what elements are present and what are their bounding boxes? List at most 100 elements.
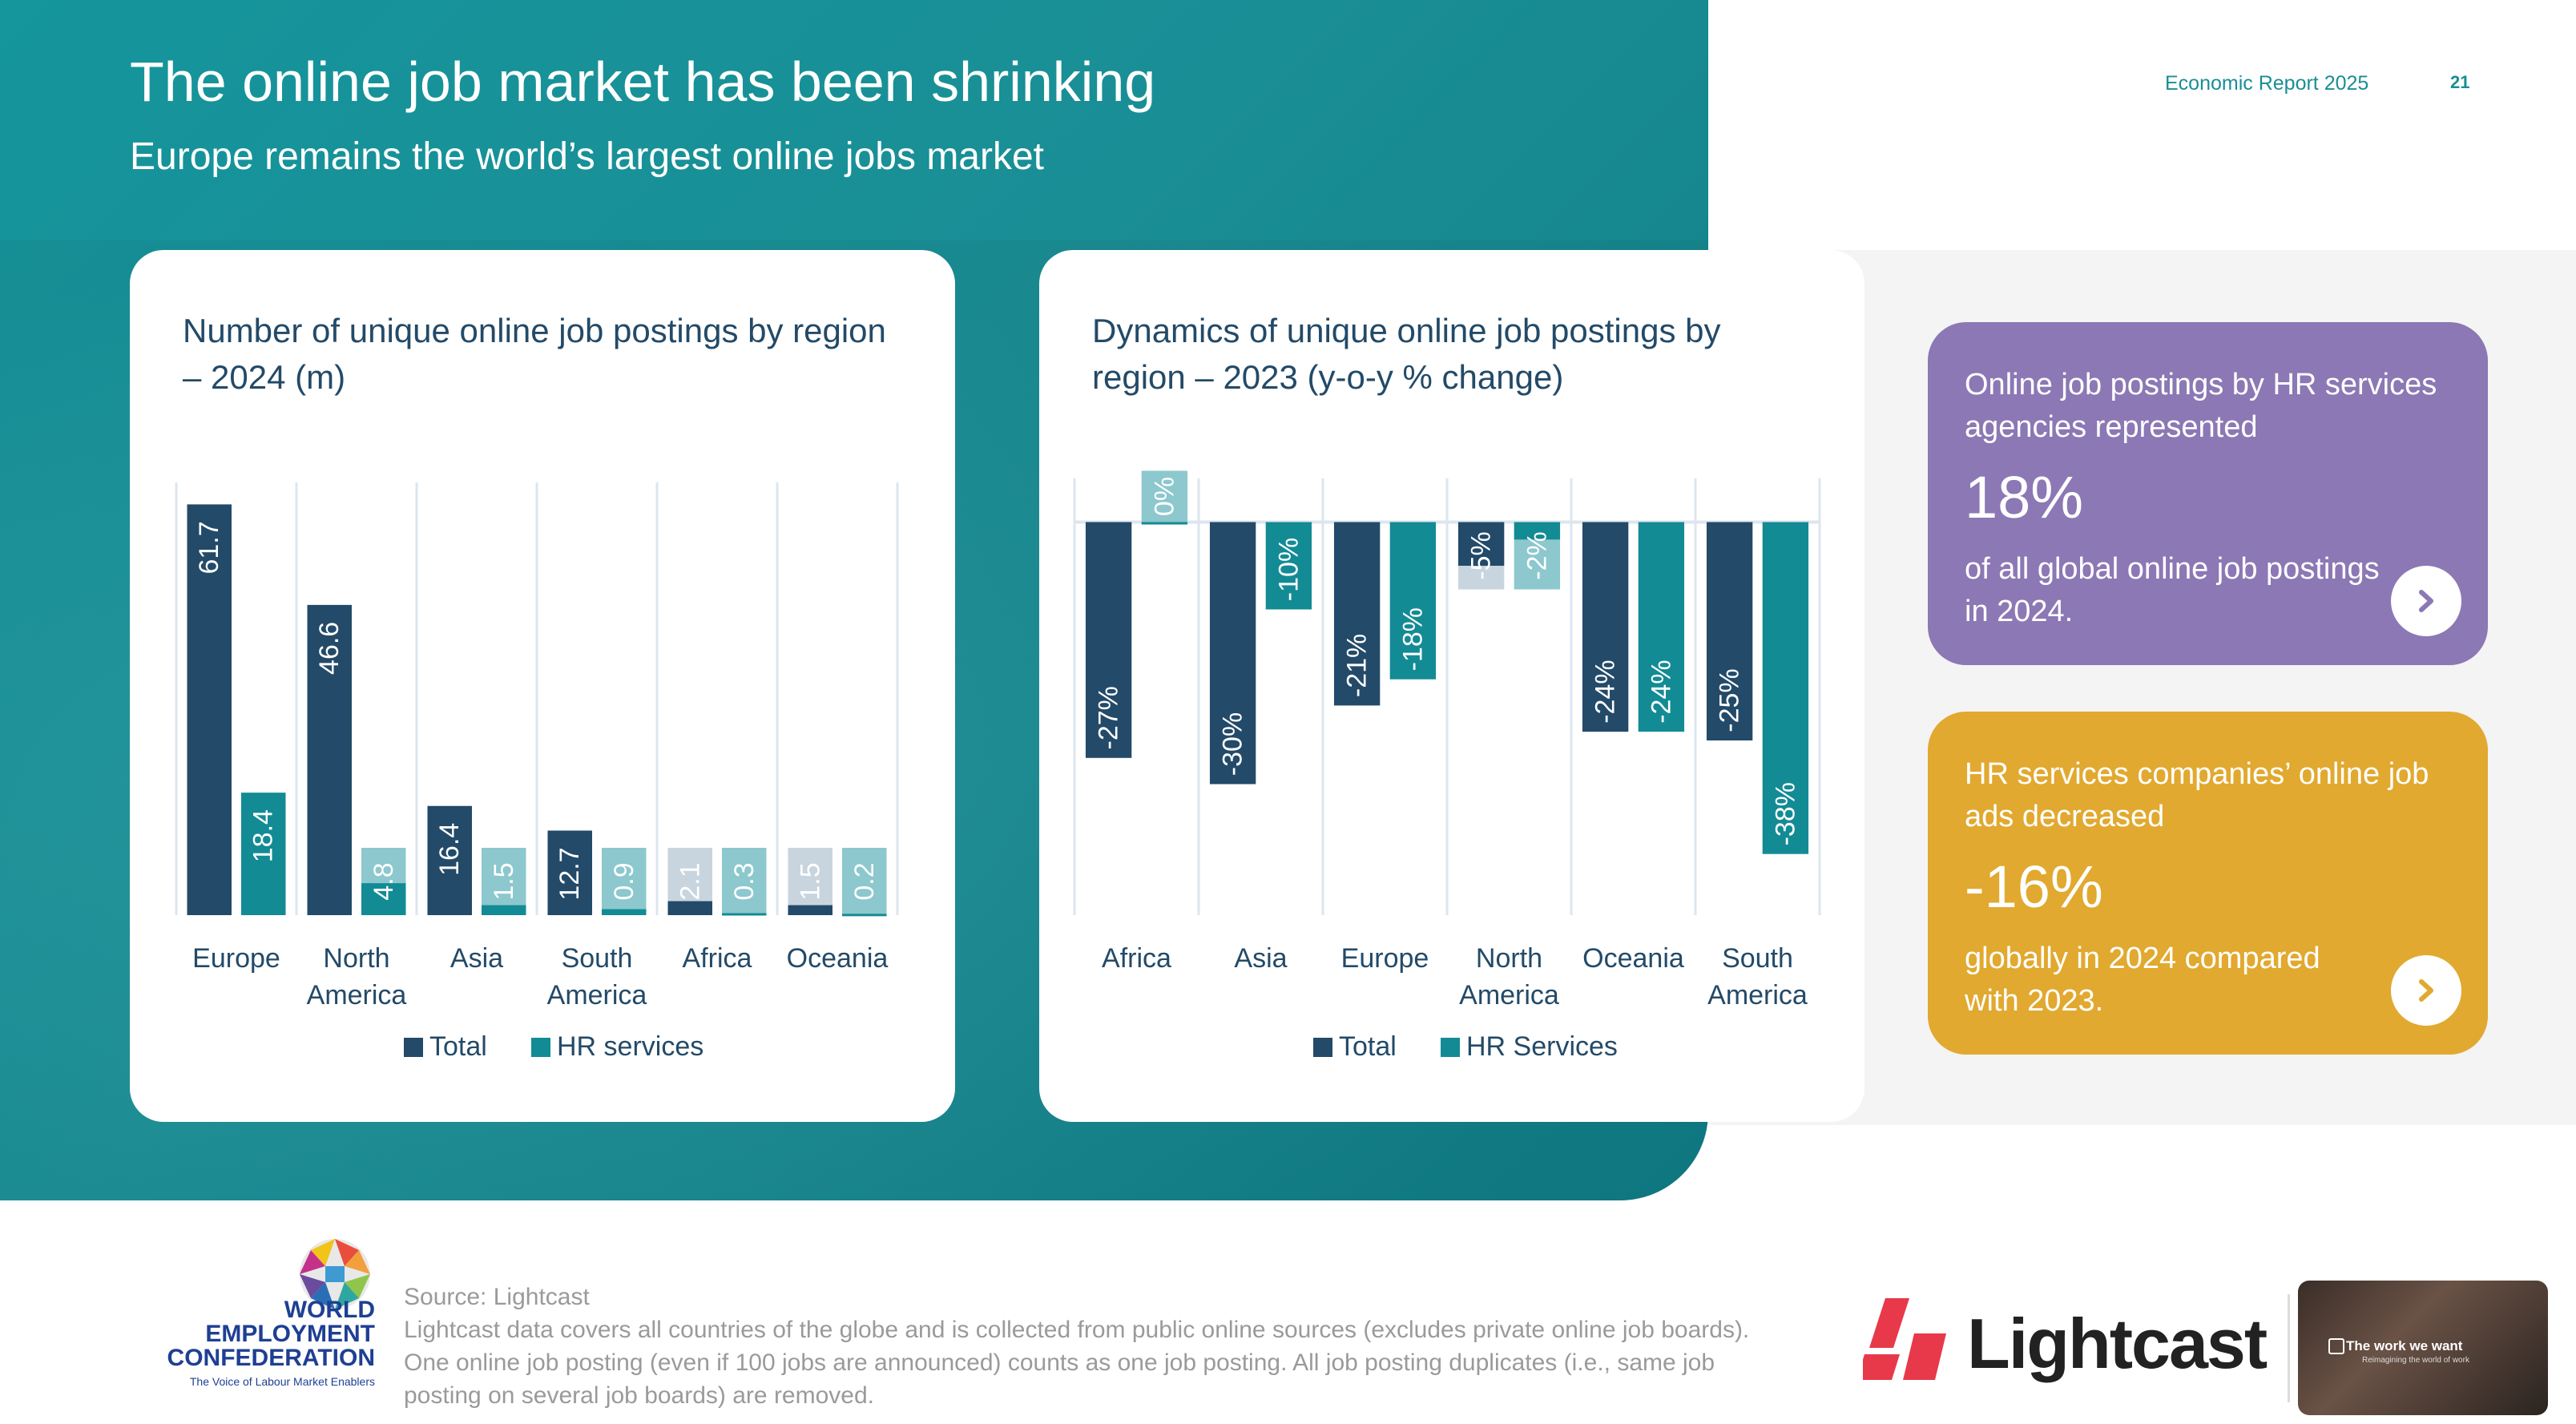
category-label: North	[323, 943, 389, 974]
lightcast-logo: Lightcast	[1856, 1297, 2268, 1393]
bar-total	[307, 604, 352, 915]
postings-chart-title: Number of unique online job postings by …	[183, 312, 886, 396]
bar-total	[1209, 522, 1256, 785]
category-label: America	[1459, 980, 1559, 1011]
category-label: South	[1722, 943, 1793, 974]
report-name: Economic Report 2025	[2165, 72, 2369, 95]
category-label: Asia	[450, 943, 503, 974]
data-label-hr: 18.4	[248, 809, 279, 862]
video-play-icon	[2328, 1338, 2344, 1354]
bar-label-background	[722, 848, 767, 915]
hr-share-tail: of all global online job postings in 202…	[1965, 552, 2380, 628]
legend-swatch-total	[404, 1038, 423, 1057]
category-label: Oceania	[1582, 943, 1684, 974]
wec-tagline: The Voice of Labour Market Enablers	[189, 1375, 375, 1388]
data-label-hr: -10%	[1273, 538, 1304, 601]
legend-swatch-hr	[531, 1038, 550, 1057]
wec-logo: WORLD EMPLOYMENT CONFEDERATION The Voice…	[103, 1234, 375, 1394]
data-label-total: 46.6	[314, 622, 345, 675]
legend-label-hr: HR Services	[1466, 1031, 1618, 1062]
data-label-hr: 0.9	[609, 862, 639, 900]
category-label: Africa	[1102, 943, 1171, 974]
hr-share-headline: Online job postings by HR services agenc…	[1965, 368, 2437, 444]
category-label: Africa	[683, 943, 752, 974]
bar-label-background	[788, 848, 832, 915]
category-label: America	[307, 980, 407, 1011]
legend-label-total: Total	[1339, 1031, 1397, 1062]
chevron-right-icon	[2419, 590, 2433, 612]
dynamics-chart-title: Dynamics of unique online job postings b…	[1092, 312, 1721, 396]
category-label: Europe	[192, 943, 280, 974]
video-title: The work we want	[2346, 1338, 2463, 1353]
source-note: Source: Lightcast Lightcast data covers …	[404, 1281, 1766, 1412]
video-thumbnail[interactable]: The work we want Reimagining the world o…	[2298, 1281, 2548, 1415]
data-label-hr: 0.2	[849, 862, 880, 900]
postings-chart-card: 61.7 46.6 16.4 12.7 2.1 1.5 18.4 4.8 1.5 0.9 0.3 0.…	[130, 250, 955, 1122]
data-label-total: -24%	[1590, 660, 1621, 723]
dynamics-chart-card: -27% -30% -21% -5% -24% -25% 0% -10% -18% -2% -24%…	[1039, 250, 1864, 1122]
bar-hr	[1762, 522, 1809, 854]
page-subtitle: Europe remains the world’s largest onlin…	[130, 135, 1045, 178]
data-label-hr: -24%	[1646, 660, 1676, 723]
bar-total	[1085, 522, 1132, 758]
legend-swatch-total	[1313, 1038, 1332, 1057]
data-label-hr: 0.3	[729, 862, 760, 900]
data-label-hr: 1.5	[489, 862, 519, 900]
bar-hr	[1141, 522, 1188, 525]
bar-hr	[602, 909, 647, 915]
bar-total	[788, 905, 832, 915]
bar-hr	[722, 913, 767, 916]
bar-total	[1582, 522, 1629, 732]
bar-total	[187, 504, 232, 915]
bar-label-background	[602, 848, 647, 915]
data-label-total: -21%	[1342, 634, 1373, 697]
bar-total	[1706, 522, 1753, 740]
bar-hr	[241, 793, 286, 915]
bar-hr	[1265, 522, 1312, 610]
page-title: The online job market has been shrinking	[130, 50, 1156, 113]
data-label-total: -25%	[1715, 668, 1745, 732]
bar-hr	[1389, 522, 1437, 680]
category-label: Oceania	[787, 943, 889, 974]
footer-divider	[2288, 1294, 2290, 1402]
hr-decrease-headline: HR services companies’ online job ads de…	[1965, 757, 2429, 833]
hr-decrease-tail: globally in 2024 compared with 2023.	[1965, 942, 2320, 1018]
data-label-hr: -2%	[1522, 531, 1552, 579]
data-label-hr: -18%	[1397, 607, 1428, 671]
data-label-hr: 0%	[1149, 477, 1179, 516]
bar-total	[1333, 522, 1381, 706]
data-label-total: -30%	[1218, 712, 1248, 776]
hr-share-value: 18%	[1965, 464, 2084, 530]
hr-decrease-value: -16%	[1965, 853, 2103, 920]
lightcast-wordmark: Lightcast	[1967, 1304, 2268, 1383]
category-label: America	[547, 980, 647, 1011]
bar-label-background	[482, 848, 526, 915]
bar-hr	[1514, 522, 1561, 540]
bar-total	[1457, 522, 1505, 566]
bar-total	[547, 830, 592, 915]
data-label-total: 2.1	[675, 862, 705, 900]
source-title: Source: Lightcast	[404, 1284, 590, 1310]
data-label-total: 16.4	[434, 823, 465, 876]
bar-label-background	[1141, 470, 1188, 522]
category-label: America	[1707, 980, 1808, 1011]
data-label-total: 1.5	[795, 862, 825, 900]
wec-wordmark: WORLD EMPLOYMENT CONFEDERATION	[167, 1297, 375, 1371]
bar-total	[427, 805, 472, 915]
lightcast-mark-icon	[1856, 1298, 1946, 1380]
legend-label-hr: HR services	[557, 1031, 703, 1062]
hr-decrease-next-button[interactable]	[2391, 955, 2461, 1026]
hr-share-info-box: Online job postings by HR services agenc…	[1928, 322, 2488, 665]
page-number: 21	[2450, 72, 2470, 92]
postings-bar-chart: 61.7 46.6 16.4 12.7 2.1 1.5 18.4 4.8 1.5 0.9 0.3 0.…	[175, 482, 899, 1062]
globe-icon	[300, 1239, 370, 1309]
hr-decrease-info-box: HR services companies’ online job ads de…	[1928, 712, 2488, 1055]
category-label: North	[1476, 943, 1542, 974]
data-label-total: 12.7	[554, 847, 585, 900]
data-label-hr: 4.8	[369, 862, 399, 900]
data-label-total: 61.7	[194, 521, 224, 574]
hr-share-next-button[interactable]	[2391, 566, 2461, 636]
bar-hr	[842, 914, 887, 917]
category-label: Europe	[1341, 943, 1429, 974]
data-label-total: -27%	[1094, 686, 1124, 749]
